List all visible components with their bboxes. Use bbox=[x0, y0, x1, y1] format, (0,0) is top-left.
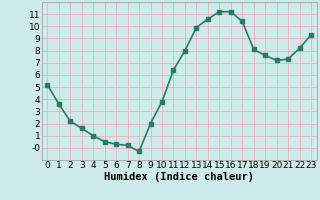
X-axis label: Humidex (Indice chaleur): Humidex (Indice chaleur) bbox=[104, 172, 254, 182]
